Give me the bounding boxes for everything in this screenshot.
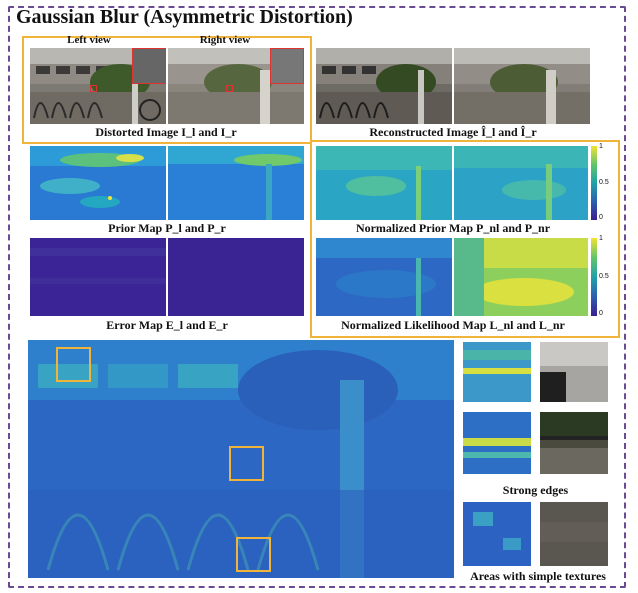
colorbar-bottom-tick-05: 0.5 — [599, 273, 609, 280]
colorbar-top-tick-0: 0 — [599, 214, 603, 221]
distorted-caption: Distorted Image I_l and I_r — [95, 125, 237, 139]
prior-caption: Prior Map P_l and P_r — [108, 221, 226, 235]
colorbar-bottom-tick-0: 0 — [599, 310, 603, 317]
patch-3-likelihood — [463, 502, 531, 566]
error-caption: Error Map E_l and E_r — [106, 318, 228, 332]
highlight-box-1 — [56, 347, 91, 382]
normalized-likelihood-caption: Normalized Likelihood Map L_nl and L_nr — [341, 318, 565, 332]
figure-frame — [8, 6, 626, 588]
inset-highlight-left — [132, 48, 166, 84]
large-likelihood-map — [28, 340, 454, 578]
patch-2-image — [540, 412, 608, 474]
patch-2-likelihood — [463, 412, 531, 474]
inset-marker-right — [226, 85, 233, 92]
prior-map-left — [30, 146, 166, 220]
inset-highlight-right — [270, 48, 304, 84]
patch-3-image — [540, 502, 608, 566]
patch-1-likelihood — [463, 342, 531, 402]
highlight-box-2 — [229, 446, 264, 481]
colorbar-bottom — [591, 238, 597, 316]
normalized-prior-right — [454, 146, 588, 220]
reconstructed-right-image — [454, 48, 590, 124]
colorbar-top-tick-1: 1 — [599, 143, 603, 150]
right-view-label: Right view — [199, 34, 251, 46]
colorbar-top — [591, 146, 597, 220]
colorbar-top-tick-05: 0.5 — [599, 179, 609, 186]
patch-1-image — [540, 342, 608, 402]
strong-edges-label: Strong edges — [502, 483, 569, 497]
normalized-likelihood-left — [316, 238, 452, 316]
colorbar-bottom-tick-1: 1 — [599, 235, 603, 242]
error-map-right — [168, 238, 304, 316]
normalized-likelihood-right — [454, 238, 588, 316]
highlight-box-3 — [236, 537, 271, 572]
reconstructed-left-image — [316, 48, 452, 124]
simple-textures-label: Areas with simple textures — [470, 569, 606, 583]
inset-marker-left — [90, 85, 97, 92]
normalized-prior-left — [316, 146, 452, 220]
distorted-group-box — [22, 36, 312, 144]
error-map-left — [30, 238, 166, 316]
normalized-group-box — [310, 140, 620, 338]
reconstructed-caption: Reconstructed Image Î_l and Î_r — [369, 125, 537, 139]
left-view-label: Left view — [67, 34, 111, 46]
prior-map-right — [168, 146, 304, 220]
normalized-prior-caption: Normalized Prior Map P_nl and P_nr — [355, 221, 551, 235]
figure-title: Gaussian Blur (Asymmetric Distortion) — [16, 6, 353, 28]
